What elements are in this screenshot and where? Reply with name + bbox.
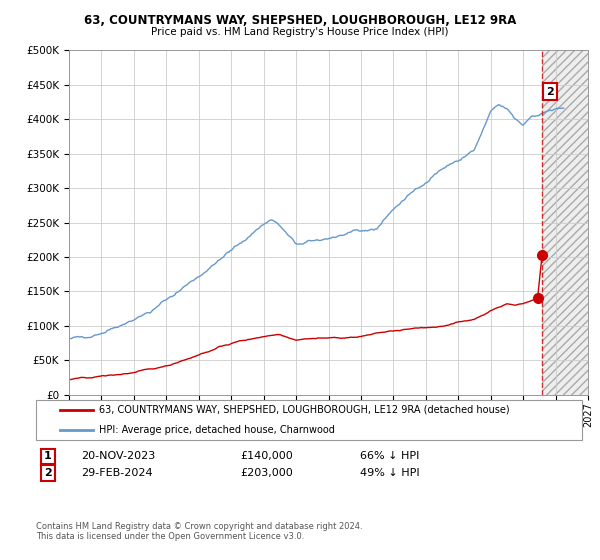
Text: 1: 1 — [44, 451, 52, 461]
Text: 63, COUNTRYMANS WAY, SHEPSHED, LOUGHBOROUGH, LE12 9RA (detached house): 63, COUNTRYMANS WAY, SHEPSHED, LOUGHBORO… — [99, 405, 509, 415]
Text: Contains HM Land Registry data © Crown copyright and database right 2024.
This d: Contains HM Land Registry data © Crown c… — [36, 522, 362, 542]
Text: 66% ↓ HPI: 66% ↓ HPI — [360, 451, 419, 461]
Text: 63, COUNTRYMANS WAY, SHEPSHED, LOUGHBOROUGH, LE12 9RA: 63, COUNTRYMANS WAY, SHEPSHED, LOUGHBORO… — [84, 14, 516, 27]
Text: 20-NOV-2023: 20-NOV-2023 — [81, 451, 155, 461]
Text: 2: 2 — [44, 468, 52, 478]
Text: 49% ↓ HPI: 49% ↓ HPI — [360, 468, 419, 478]
Text: 2: 2 — [546, 87, 554, 97]
Text: £140,000: £140,000 — [240, 451, 293, 461]
Text: HPI: Average price, detached house, Charnwood: HPI: Average price, detached house, Char… — [99, 425, 335, 435]
Text: 29-FEB-2024: 29-FEB-2024 — [81, 468, 152, 478]
Text: £203,000: £203,000 — [240, 468, 293, 478]
Text: Price paid vs. HM Land Registry's House Price Index (HPI): Price paid vs. HM Land Registry's House … — [151, 27, 449, 37]
Bar — [542, 50, 588, 395]
